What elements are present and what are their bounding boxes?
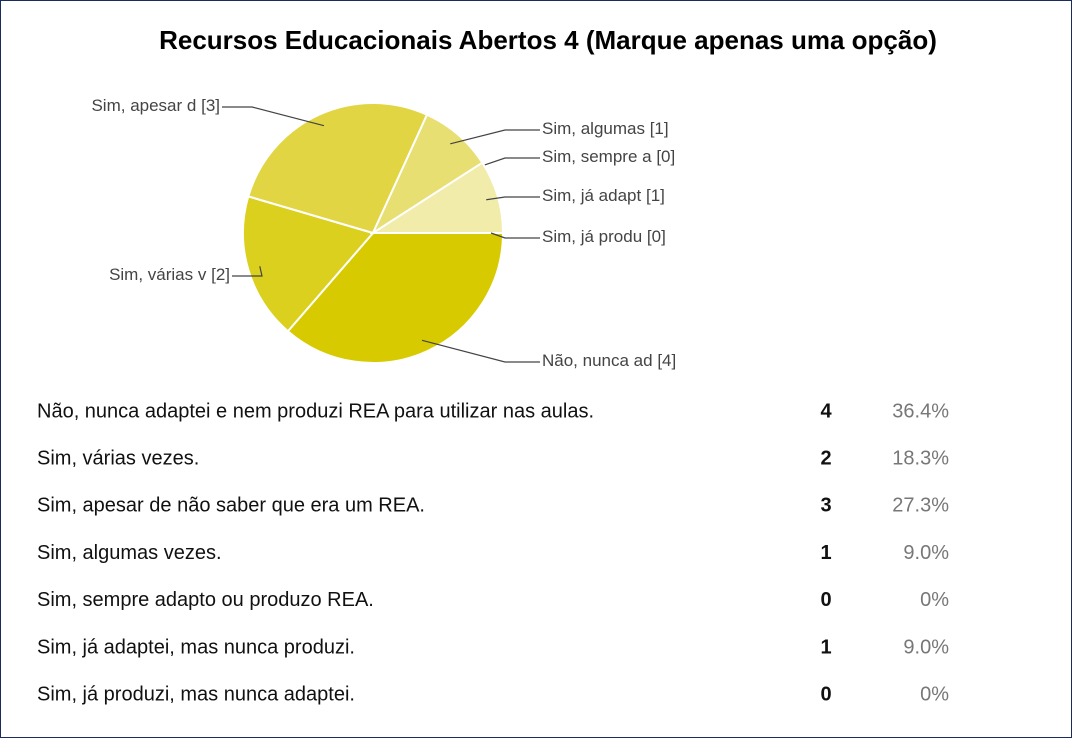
row-percent: 27.3% xyxy=(892,495,949,517)
slice-label: Sim, sempre a [0] xyxy=(542,147,675,166)
row-label: Não, nunca adaptei e nem produzi REA par… xyxy=(37,400,594,422)
row-count: 1 xyxy=(820,636,831,658)
slice-label-name: Sim, algumas xyxy=(542,119,650,138)
row-label: Sim, várias vezes. xyxy=(37,447,199,469)
row-percent: 18.3% xyxy=(892,447,949,469)
row-percent: 9.0% xyxy=(903,636,949,658)
row-label: Sim, já adaptei, mas nunca produzi. xyxy=(37,636,355,658)
leader-line xyxy=(486,196,540,201)
pie-slice xyxy=(369,161,505,234)
row-count: 1 xyxy=(820,542,831,564)
slice-label-name: Sim, várias v xyxy=(109,265,207,284)
slice-label-value: [1] xyxy=(650,119,669,138)
row-label: Sim, algumas vezes. xyxy=(37,542,222,564)
pie-slice xyxy=(242,195,375,333)
leader-line xyxy=(450,129,540,145)
slice-label-name: Sim, sempre a xyxy=(542,147,652,166)
slice-label: Não, nunca ad [4] xyxy=(542,351,676,370)
row-percent: 0% xyxy=(920,589,949,611)
row-count: 0 xyxy=(820,589,831,611)
leader-line xyxy=(490,232,540,239)
slice-label: Sim, algumas [1] xyxy=(542,119,669,138)
row-percent: 0% xyxy=(920,683,949,705)
slice-label-name: Sim, apesar d xyxy=(91,96,196,115)
slice-label: Sim, já adapt [1] xyxy=(542,186,665,205)
row-label: Sim, sempre adapto ou produzo REA. xyxy=(37,589,374,611)
row-percent: 36.4% xyxy=(892,400,949,422)
slice-label-value: [0] xyxy=(656,147,675,166)
slice-label-value: [1] xyxy=(646,186,665,205)
slice-label-name: Sim, já adapt xyxy=(542,186,641,205)
row-count: 3 xyxy=(820,495,831,517)
chart-title: Recursos Educacionais Abertos 4 (Marque … xyxy=(159,25,937,55)
row-count: 2 xyxy=(820,447,831,469)
leader-line xyxy=(421,339,540,363)
pie-slice xyxy=(247,102,429,235)
slice-label: Sim, já produ [0] xyxy=(542,227,666,246)
row-count: 0 xyxy=(820,683,831,705)
leader-line xyxy=(232,266,263,277)
slice-label-value: [4] xyxy=(657,351,676,370)
slice-label-name: Não, nunca ad xyxy=(542,351,653,370)
slice-label-name: Sim, já produ xyxy=(542,227,642,246)
slice-label: Sim, apesar d [3] xyxy=(91,96,220,115)
row-label: Sim, já produzi, mas nunca adaptei. xyxy=(37,683,355,705)
slice-label-value: [3] xyxy=(201,96,220,115)
slice-label: Sim, várias v [2] xyxy=(109,265,230,284)
row-count: 4 xyxy=(820,400,832,422)
slice-label-value: [0] xyxy=(647,227,666,246)
leader-line xyxy=(222,106,325,127)
row-percent: 9.0% xyxy=(903,542,949,564)
slice-label-value: [2] xyxy=(211,265,230,284)
pie-slice xyxy=(286,232,505,364)
row-label: Sim, apesar de não saber que era um REA. xyxy=(37,495,425,517)
